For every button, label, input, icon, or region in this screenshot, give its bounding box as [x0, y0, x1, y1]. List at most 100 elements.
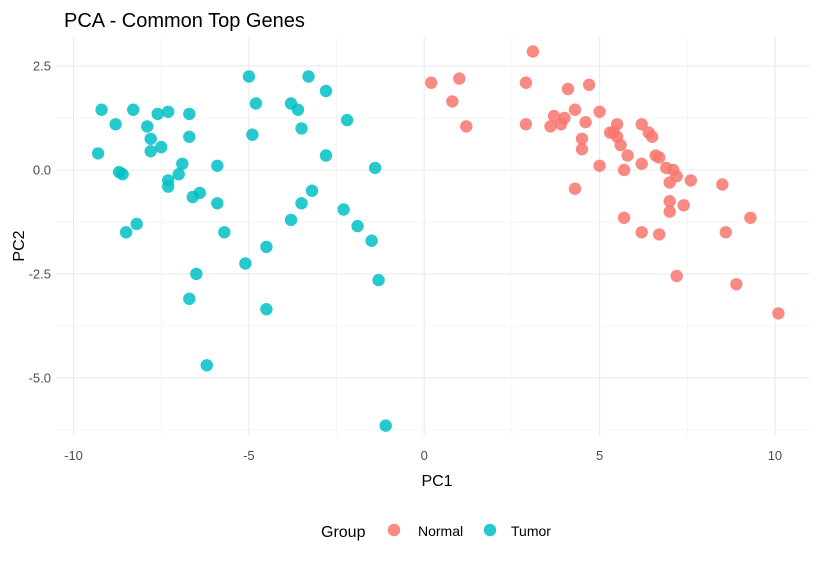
point-tumor	[130, 217, 143, 231]
chart-title: PCA - Common Top Genes	[64, 10, 305, 32]
point-normal	[646, 130, 659, 143]
point-normal	[519, 76, 533, 89]
point-normal	[617, 211, 631, 224]
point-tumor	[365, 234, 378, 247]
point-normal	[561, 82, 575, 96]
point-tumor	[246, 128, 259, 141]
point-normal	[744, 211, 757, 224]
x-tick-label: 0	[421, 448, 428, 463]
point-tumor	[302, 70, 315, 83]
point-normal	[425, 76, 438, 89]
y-axis-title: PC2	[11, 230, 28, 261]
point-tumor	[183, 130, 196, 143]
point-tumor	[151, 107, 164, 121]
point-normal	[453, 72, 466, 85]
point-tumor	[144, 145, 157, 158]
point-tumor	[211, 197, 224, 210]
point-tumor	[260, 303, 273, 316]
y-tick-label: -2.5	[29, 266, 51, 281]
major-gridlines	[56, 37, 810, 436]
point-normal	[635, 118, 648, 131]
point-tumor	[200, 359, 213, 372]
point-normal	[575, 132, 589, 145]
point-tumor	[372, 273, 385, 287]
point-normal	[635, 226, 648, 239]
point-tumor	[295, 122, 308, 135]
point-tumor	[340, 113, 354, 127]
point-tumor	[172, 168, 185, 181]
point-tumor	[249, 97, 263, 110]
point-normal	[617, 163, 631, 177]
data-points	[91, 45, 785, 432]
point-normal	[730, 278, 743, 291]
point-tumor	[211, 159, 224, 172]
point-tumor	[127, 103, 140, 116]
y-tick-label: 2.5	[33, 59, 51, 74]
x-tick-label: 10	[768, 448, 782, 463]
point-normal	[663, 195, 676, 208]
point-normal	[663, 205, 676, 218]
point-normal	[653, 228, 666, 241]
point-tumor	[162, 105, 175, 119]
point-tumor	[239, 257, 252, 270]
point-tumor	[368, 161, 382, 175]
point-normal	[547, 109, 561, 123]
minor-gridlines	[56, 37, 810, 436]
point-normal	[614, 138, 627, 152]
point-normal	[716, 178, 729, 191]
point-tumor	[144, 132, 157, 145]
point-tumor	[305, 184, 319, 197]
point-normal	[593, 159, 606, 172]
point-tumor	[319, 84, 333, 98]
point-normal	[526, 45, 540, 58]
point-normal	[460, 120, 473, 133]
point-normal	[610, 118, 624, 131]
point-normal	[684, 174, 697, 187]
legend-title: Group	[321, 524, 366, 541]
point-tumor	[351, 219, 364, 233]
point-tumor	[319, 149, 333, 162]
point-tumor	[260, 240, 273, 254]
point-normal	[719, 226, 732, 239]
y-tick-label: 0.0	[33, 163, 51, 178]
point-tumor	[155, 140, 168, 154]
point-normal	[653, 151, 666, 164]
x-tick-label: 5	[596, 448, 603, 463]
point-tumor	[183, 107, 196, 121]
point-tumor	[295, 197, 308, 210]
x-tick-label: -5	[243, 448, 255, 463]
point-normal	[635, 157, 648, 170]
x-tick-label: -10	[64, 448, 83, 463]
point-tumor	[190, 267, 203, 281]
legend-key-normal	[387, 523, 401, 537]
legend: Group Normal Tumor	[321, 523, 551, 541]
point-normal	[519, 118, 533, 131]
point-normal	[568, 182, 582, 195]
point-normal	[582, 78, 596, 92]
x-axis-tick-labels: -10 -5 0 5 10	[64, 448, 782, 463]
point-tumor	[183, 292, 196, 305]
point-tumor	[291, 103, 305, 116]
point-normal	[544, 120, 557, 133]
point-tumor	[162, 180, 175, 193]
point-tumor	[116, 168, 129, 181]
y-tick-label: -5.0	[29, 370, 51, 385]
point-tumor	[95, 103, 108, 116]
legend-key-tumor	[483, 523, 497, 537]
point-tumor	[193, 186, 206, 200]
point-normal	[621, 149, 634, 162]
point-tumor	[141, 120, 154, 133]
point-tumor	[91, 147, 105, 160]
point-normal	[677, 199, 690, 212]
point-normal	[575, 143, 589, 156]
point-normal	[593, 105, 606, 119]
point-tumor	[242, 70, 256, 83]
point-normal	[670, 170, 683, 183]
point-tumor	[218, 226, 231, 239]
point-tumor	[337, 203, 350, 216]
point-tumor	[379, 419, 392, 432]
point-normal	[446, 95, 459, 108]
point-normal	[579, 116, 592, 129]
point-normal	[558, 111, 571, 125]
